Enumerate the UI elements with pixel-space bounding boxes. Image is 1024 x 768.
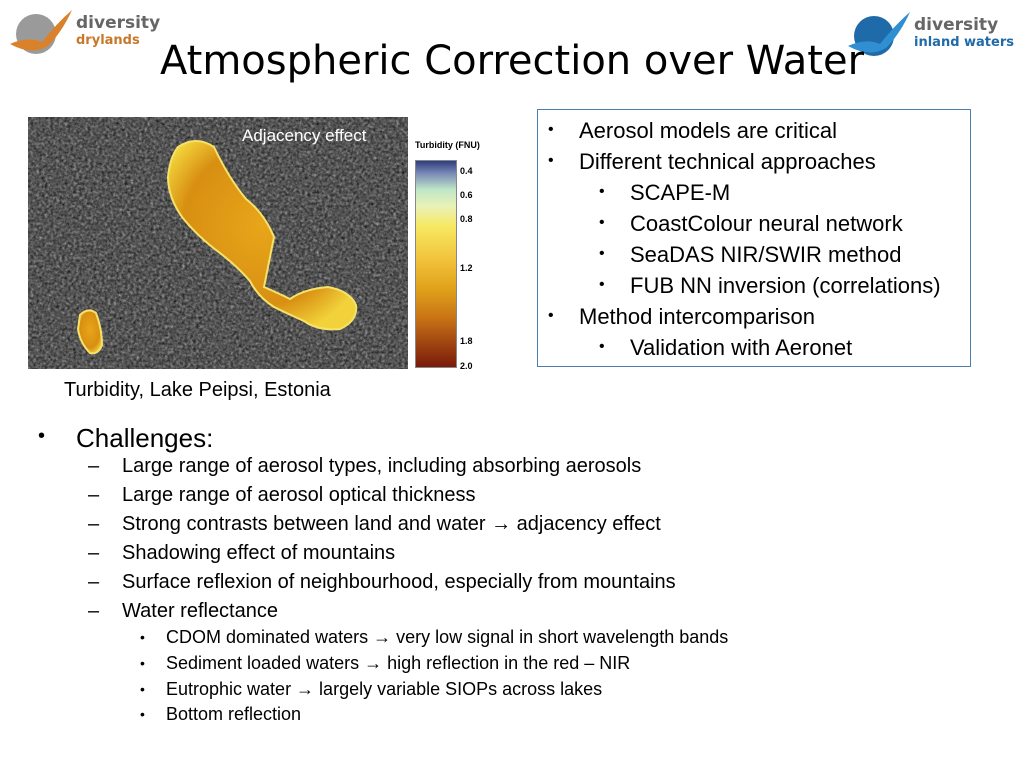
dash-marker: – bbox=[88, 542, 100, 564]
bullet-dot: • bbox=[140, 655, 145, 671]
bullet-dot: • bbox=[548, 152, 554, 169]
diversity-inland-waters-logo: diversity inland waters bbox=[846, 8, 1014, 60]
box-sub-bullet: FUB NN inversion (correlations) bbox=[630, 273, 941, 298]
logo-left-line1: diversity bbox=[76, 13, 161, 33]
box-bullet: Different technical approaches bbox=[579, 149, 876, 174]
legend-tick: 1.2 bbox=[460, 263, 473, 273]
bird-globe-icon bbox=[848, 12, 910, 56]
turbidity-satellite-image bbox=[28, 117, 408, 369]
approaches-box: • Aerosol models are critical • Differen… bbox=[537, 109, 971, 367]
challenge-item: Surface reflexion of neighbourhood, espe… bbox=[122, 571, 676, 593]
slide-title: Atmospheric Correction over Water bbox=[159, 38, 865, 84]
box-bullet: Aerosol models are critical bbox=[579, 118, 837, 143]
legend-tick: 1.8 bbox=[460, 336, 473, 346]
legend-tick: 2.0 bbox=[460, 361, 473, 371]
dash-marker: – bbox=[88, 513, 100, 535]
box-bullet: Method intercomparison bbox=[579, 304, 816, 329]
dash-marker: – bbox=[88, 484, 100, 506]
legend-color-bar bbox=[415, 160, 457, 368]
water-item: Sediment loaded waters → high reflection… bbox=[166, 653, 631, 673]
dash-marker: – bbox=[88, 600, 100, 622]
dash-marker: – bbox=[88, 455, 100, 477]
challenge-item: Large range of aerosol types, including … bbox=[122, 455, 642, 477]
bullet-dot: • bbox=[140, 629, 145, 645]
legend-tick: 0.8 bbox=[460, 214, 473, 224]
bird-globe-icon bbox=[10, 10, 72, 54]
water-item: Bottom reflection bbox=[166, 704, 302, 724]
legend-tick: 0.6 bbox=[460, 190, 473, 200]
challenge-item: Shadowing effect of mountains bbox=[122, 542, 396, 564]
challenge-item: Strong contrasts between land and water … bbox=[122, 513, 661, 535]
bullet-dot: • bbox=[140, 706, 145, 722]
bullet-dot: • bbox=[599, 214, 605, 231]
box-sub-bullet: Validation with Aeronet bbox=[630, 335, 853, 360]
water-item: Eutrophic water → largely variable SIOPs… bbox=[166, 679, 603, 699]
bullet-dot: • bbox=[599, 183, 605, 200]
bullet-dot: • bbox=[548, 121, 554, 138]
box-sub-bullet: SCAPE-M bbox=[630, 180, 731, 205]
bullet-dot: • bbox=[140, 681, 145, 697]
bullet-dot: • bbox=[599, 245, 605, 262]
challenge-item: Large range of aerosol optical thickness bbox=[122, 484, 476, 506]
legend-tick: 0.4 bbox=[460, 166, 473, 176]
challenge-item: Water reflectance bbox=[122, 600, 278, 622]
logo-left-line2: drylands bbox=[76, 33, 140, 48]
logo-right-line2: inland waters bbox=[914, 35, 1014, 50]
adjacency-effect-label: Adjacency effect bbox=[242, 126, 367, 145]
box-sub-bullet: CoastColour neural network bbox=[630, 211, 903, 236]
image-caption: Turbidity, Lake Peipsi, Estonia bbox=[64, 379, 331, 401]
dash-marker: – bbox=[88, 571, 100, 593]
logo-right-line1: diversity bbox=[914, 15, 999, 35]
box-sub-bullet: SeaDAS NIR/SWIR method bbox=[630, 242, 902, 267]
legend-title: Turbidity (FNU) bbox=[415, 140, 480, 150]
challenges-heading: Challenges: bbox=[76, 423, 214, 453]
bullet-dot: • bbox=[38, 425, 46, 447]
diversity-drylands-logo: diversity drylands bbox=[8, 6, 160, 58]
bullet-dot: • bbox=[599, 276, 605, 293]
bullet-dot: • bbox=[548, 307, 554, 324]
turbidity-legend: Turbidity (FNU) 0.4 0.6 0.8 1.2 1.8 2.0 bbox=[412, 136, 498, 372]
water-item: CDOM dominated waters → very low signal … bbox=[166, 627, 729, 647]
bullet-dot: • bbox=[599, 338, 605, 355]
